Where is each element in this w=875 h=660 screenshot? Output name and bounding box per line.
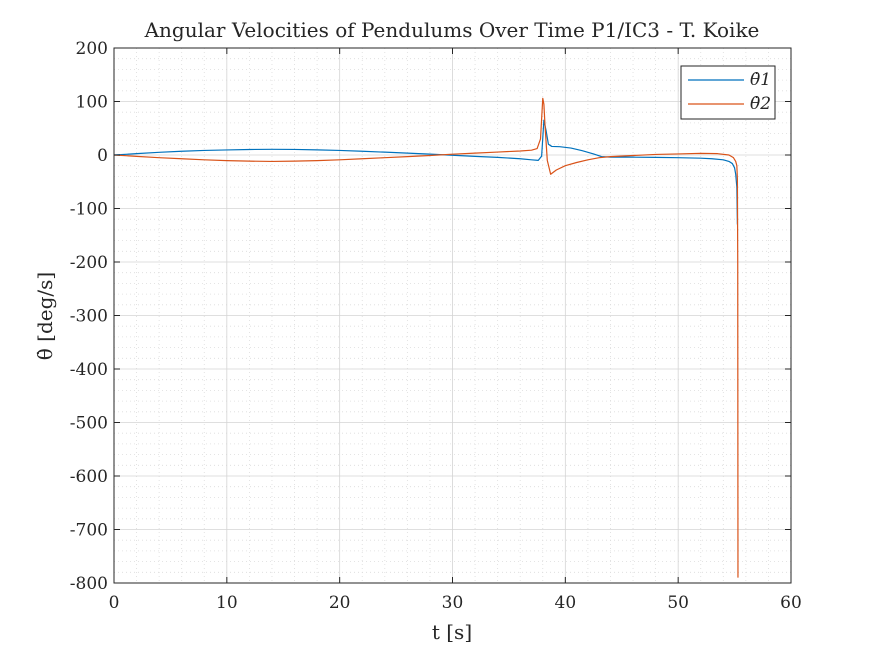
- x-tick-label: 40: [555, 593, 577, 613]
- x-axis-ticks: 0 10 20 30 40 50 60: [109, 48, 802, 613]
- y-tick-label: 200: [76, 39, 108, 59]
- y-tick-label: -500: [70, 414, 108, 434]
- legend-label-theta1: θ̇1: [750, 70, 771, 90]
- legend: θ̇1 θ̇2: [680, 65, 776, 120]
- y-tick-label: 100: [76, 93, 108, 113]
- legend-label-theta2: θ̇2: [750, 94, 771, 114]
- x-tick-label: 0: [109, 593, 120, 613]
- series-line-2: [113, 97, 739, 578]
- y-tick-label: -800: [70, 574, 108, 594]
- y-tick-label: -100: [70, 200, 108, 220]
- x-tick-label: 60: [780, 593, 802, 613]
- x-tick-label: 50: [667, 593, 689, 613]
- x-tick-label: 20: [329, 593, 351, 613]
- series-layer: [113, 97, 739, 578]
- y-axis-label: θ̇ [deg/s]: [33, 272, 57, 360]
- series-line-1: [113, 119, 738, 225]
- y-tick-label: -600: [70, 467, 108, 487]
- y-tick-label: -200: [70, 253, 108, 273]
- legend-box: [680, 65, 776, 120]
- y-tick-label: -300: [70, 307, 108, 327]
- y-tick-label: 0: [97, 146, 108, 166]
- x-tick-label: 10: [216, 593, 238, 613]
- y-axis-ticks: 200 100 0 -100 -200 -300 -400 -500 -600 -700 -800: [70, 39, 791, 594]
- y-tick-label: -700: [70, 521, 108, 541]
- y-tick-label: -400: [70, 360, 108, 380]
- x-axis-label: t [s]: [432, 620, 472, 644]
- x-tick-label: 30: [442, 593, 464, 613]
- chart-title: Angular Velocities of Pendulums Over Tim…: [144, 18, 760, 42]
